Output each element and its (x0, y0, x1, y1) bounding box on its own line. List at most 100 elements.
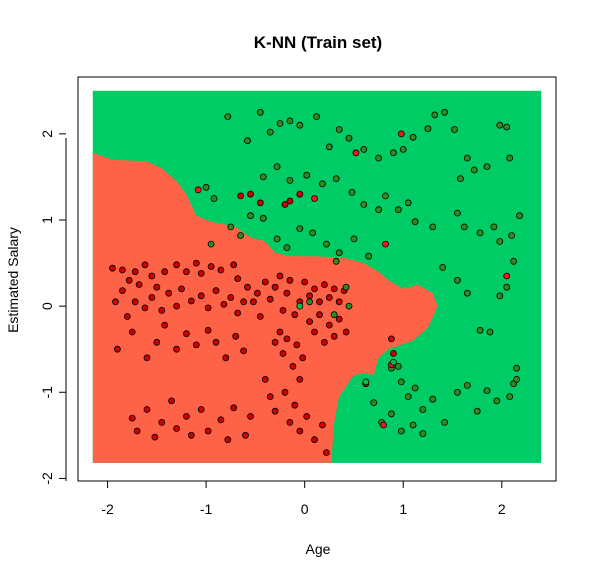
data-point-class-0 (325, 321, 333, 329)
data-point-class-1 (207, 240, 215, 248)
data-point-class-0 (143, 406, 151, 413)
data-point-class-0 (187, 431, 195, 439)
data-point-class-1 (322, 240, 330, 248)
data-point-class-1 (375, 206, 383, 214)
data-point-class-0 (128, 414, 136, 422)
data-point-class-1 (510, 257, 517, 265)
data-point-class-1 (506, 393, 514, 401)
data-point-class-0 (325, 294, 333, 301)
data-point-class-1 (441, 108, 449, 116)
data-point-class-0 (380, 421, 387, 429)
data-point-class-1 (463, 381, 471, 389)
training-points (109, 108, 523, 457)
data-point-class-0 (119, 266, 126, 274)
x-tick-label: 0 (301, 501, 309, 517)
data-point-class-0 (306, 318, 314, 326)
data-point-class-0 (242, 431, 249, 439)
data-point-class-0 (256, 199, 264, 207)
data-point-class-1 (429, 223, 437, 231)
y-tick-label: 1 (39, 216, 55, 224)
data-point-class-0 (230, 404, 238, 412)
data-point-class-1 (411, 384, 419, 392)
data-point-class-0 (291, 311, 299, 319)
data-point-class-1 (419, 406, 427, 413)
data-point-class-0 (178, 285, 185, 293)
data-point-class-0 (119, 287, 126, 295)
data-point-class-0 (286, 276, 294, 284)
data-point-class-0 (135, 281, 143, 289)
data-point-class-1 (330, 311, 338, 319)
data-point-class-0 (234, 275, 242, 283)
data-point-class-0 (244, 283, 251, 291)
data-point-class-1 (256, 108, 264, 116)
data-point-class-0 (114, 345, 121, 353)
data-point-class-0 (204, 427, 212, 435)
data-point-class-1 (404, 199, 412, 207)
data-point-class-0 (153, 283, 161, 291)
data-point-class-0 (158, 306, 166, 314)
data-point-class-1 (335, 126, 343, 133)
data-point-class-0 (194, 186, 202, 194)
data-point-class-1 (399, 145, 407, 153)
data-point-class-0 (503, 272, 511, 280)
data-point-class-1 (453, 276, 461, 284)
data-point-class-0 (230, 261, 238, 269)
data-point-class-1 (247, 212, 254, 220)
data-point-class-1 (424, 125, 432, 133)
data-point-class-0 (192, 341, 200, 349)
data-point-class-0 (240, 347, 248, 355)
data-point-class-1 (496, 292, 504, 300)
data-point-class-0 (318, 421, 326, 429)
data-point-class-0 (316, 311, 323, 319)
data-point-class-1 (210, 195, 218, 202)
x-axis: -2 -1 0 1 2 Age (101, 480, 506, 557)
data-point-class-1 (360, 201, 368, 208)
data-point-class-0 (330, 332, 338, 340)
data-point-class-0 (173, 345, 181, 353)
data-point-class-0 (173, 302, 181, 310)
data-point-class-0 (212, 287, 220, 295)
data-point-class-1 (404, 393, 412, 401)
data-point-class-0 (279, 350, 287, 357)
data-point-class-1 (332, 257, 340, 265)
data-point-class-0 (311, 195, 318, 202)
data-point-class-1 (409, 133, 417, 141)
data-point-class-1 (227, 223, 235, 231)
data-point-class-0 (281, 388, 289, 396)
data-point-class-0 (387, 335, 395, 343)
data-point-class-0 (161, 268, 169, 276)
data-point-class-0 (311, 328, 318, 336)
data-point-class-0 (271, 283, 279, 291)
data-point-class-0 (283, 289, 291, 297)
data-point-class-0 (153, 338, 161, 346)
data-point-class-0 (212, 338, 220, 346)
data-point-class-0 (316, 298, 323, 306)
data-point-class-1 (506, 154, 514, 162)
data-point-class-0 (158, 418, 166, 426)
data-point-class-0 (131, 268, 139, 276)
y-tick-label: -1 (39, 386, 55, 399)
data-point-class-1 (345, 302, 353, 310)
y-tick-label: 0 (39, 302, 55, 310)
x-axis-label: Age (306, 541, 331, 557)
data-point-class-1 (456, 175, 464, 183)
data-point-class-0 (352, 149, 360, 157)
y-tick-label: 2 (39, 130, 55, 138)
data-point-class-1 (476, 229, 484, 237)
data-point-class-1 (513, 375, 520, 383)
data-point-class-0 (293, 341, 301, 349)
data-point-class-0 (289, 362, 297, 370)
data-point-class-0 (335, 315, 343, 323)
data-point-class-0 (276, 328, 284, 336)
data-point-class-1 (513, 364, 520, 372)
data-point-class-0 (247, 412, 254, 420)
data-point-class-1 (490, 223, 498, 231)
data-point-class-1 (332, 175, 340, 183)
data-point-class-0 (227, 294, 235, 301)
data-point-class-1 (309, 229, 317, 237)
data-point-class-0 (320, 281, 328, 289)
data-point-class-0 (253, 289, 261, 297)
data-point-class-1 (463, 154, 471, 162)
data-point-class-0 (182, 330, 190, 338)
x-tick-label: 2 (498, 501, 506, 517)
